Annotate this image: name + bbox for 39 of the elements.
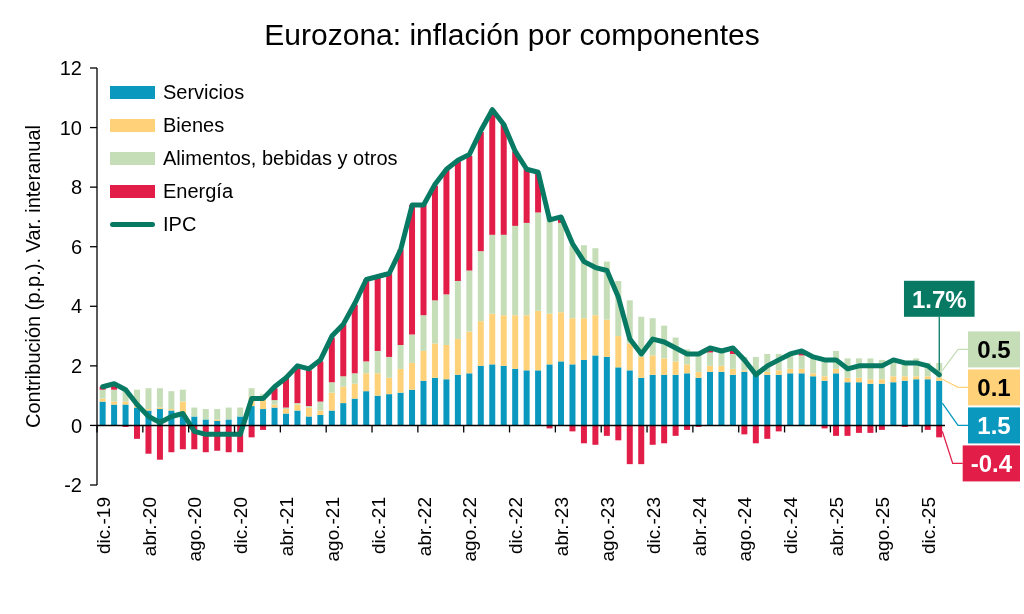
y-tick-label: 10: [59, 116, 82, 139]
x-tick-label: dic.-19: [92, 497, 114, 555]
x-tick-label: abr.-21: [275, 497, 297, 557]
x-tick-label: ago.-21: [321, 497, 343, 562]
x-tick-label: abr.-24: [688, 496, 710, 557]
y-tick-label: 0: [70, 414, 82, 437]
data-label: 0.1: [977, 373, 1011, 401]
legend-label: Energía: [163, 180, 234, 203]
x-tick-label: dic.-22: [504, 497, 526, 555]
x-tick-label: dic.-25: [917, 497, 939, 555]
legend-label: Bienes: [163, 114, 225, 137]
data-label: 0.5: [977, 335, 1011, 363]
x-tick-label: abr.-25: [825, 497, 847, 557]
y-tick-label: 4: [70, 295, 82, 318]
x-tick-label: ago.-24: [733, 496, 755, 562]
x-tick-label: dic.-23: [642, 497, 664, 555]
x-tick-label: ago.-20: [183, 497, 205, 562]
chart-title: Eurozona: inflación por componentes: [263, 18, 761, 52]
y-tick-label: 8: [70, 176, 82, 199]
y-tick-label: 2: [70, 354, 82, 377]
y-tick-label: 12: [59, 57, 82, 80]
x-tick-label: dic.-24: [779, 496, 801, 555]
legend-label: Alimentos, bebidas y otros: [163, 147, 398, 170]
x-tick-label: dic.-21: [367, 497, 389, 555]
x-tick-label: ago.-22: [458, 497, 480, 562]
data-label: 1.5: [977, 411, 1011, 439]
y-tick-label: -2: [64, 474, 82, 497]
x-tick-label: abr.-23: [550, 497, 572, 557]
y-axis-title: Contribución (p.p.). Var. interanual: [22, 124, 44, 429]
legend-label: Servicios: [163, 81, 245, 104]
x-tick-label: abr.-20: [138, 497, 160, 557]
legend-label: IPC: [163, 213, 197, 236]
y-tick-label: 6: [70, 235, 82, 258]
x-tick-label: abr.-22: [413, 497, 435, 557]
x-tick-label: dic.-20: [229, 497, 251, 555]
x-tick-label: ago.-25: [871, 497, 893, 562]
x-tick-label: ago.-23: [596, 497, 618, 562]
data-label: 1.7%: [911, 285, 967, 313]
data-label: -0.4: [970, 449, 1013, 477]
